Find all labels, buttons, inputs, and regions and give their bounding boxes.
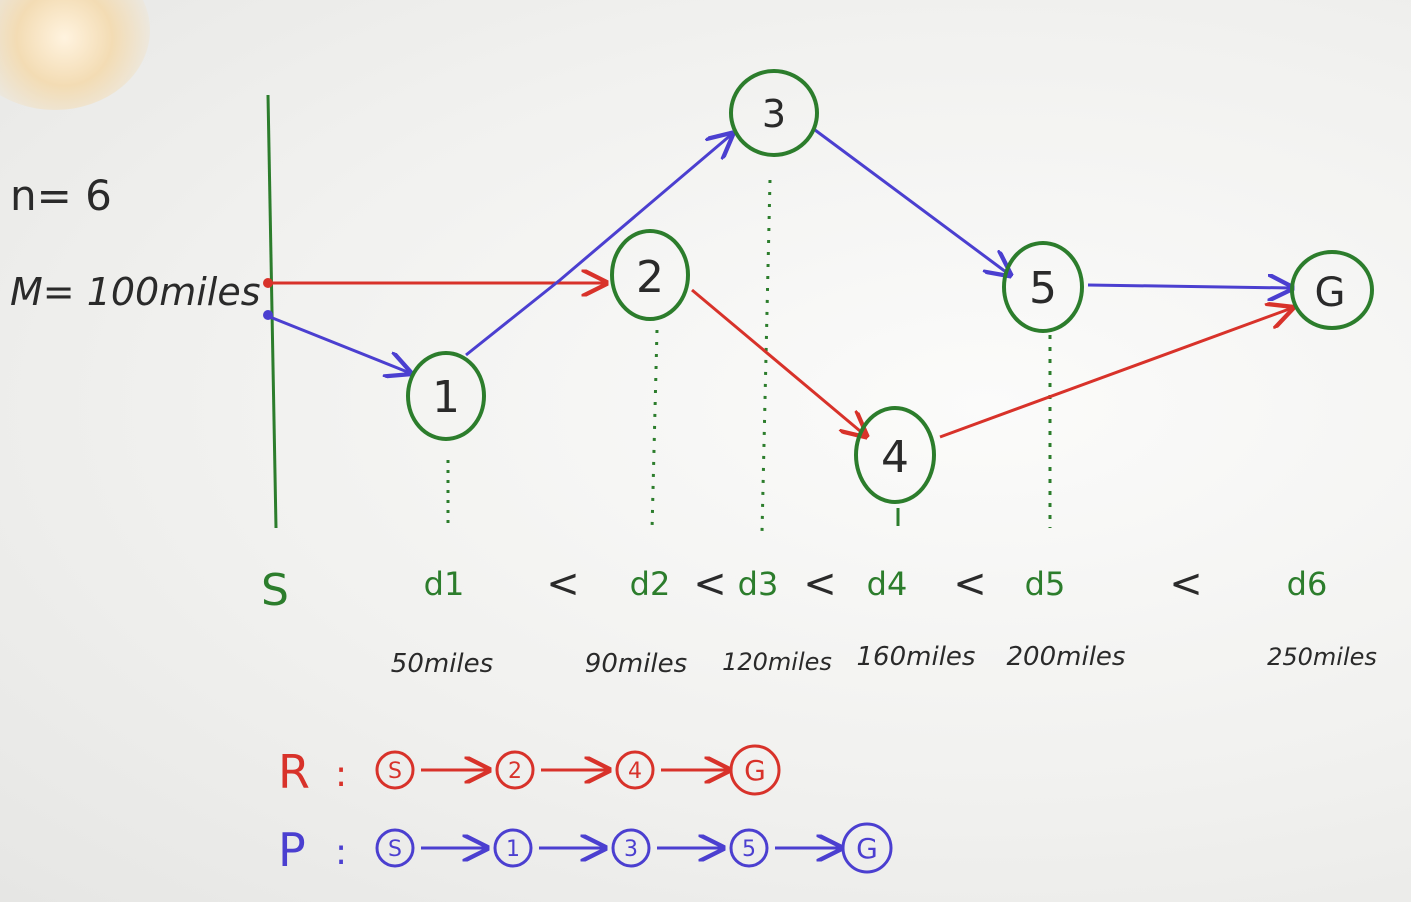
- d6-label: d6: [1287, 565, 1328, 603]
- lt-3: <: [803, 561, 837, 607]
- node-1-label: 1: [432, 372, 460, 423]
- route-p-name: P: [278, 823, 306, 877]
- start-label: S: [261, 565, 289, 616]
- distance-6: 250miles: [1267, 643, 1377, 671]
- route-p-separator: :: [335, 832, 347, 873]
- route-p-step: G: [856, 832, 878, 865]
- route-r-step: 4: [628, 759, 642, 784]
- node-5: 5: [1002, 241, 1084, 333]
- dotted-line-2: [650, 329, 659, 531]
- distance-4: 160miles: [857, 642, 976, 672]
- route-r-name: R: [278, 745, 310, 799]
- lt-2: <: [693, 561, 727, 607]
- distance-3: 120miles: [722, 648, 832, 676]
- node-g: G: [1290, 250, 1374, 330]
- route-p-step-circle: [841, 822, 893, 874]
- edge-1-3: [465, 134, 732, 357]
- lt-5: <: [1169, 561, 1203, 607]
- route-r-step-circle: [729, 744, 781, 796]
- route-p-step: 3: [624, 837, 638, 862]
- route-r-step-circle: [495, 750, 535, 790]
- edge-4-g: [939, 308, 1292, 439]
- node-2: 2: [610, 229, 690, 321]
- distance-5: 200miles: [1007, 642, 1126, 672]
- route-p-step: 1: [506, 837, 520, 862]
- d5-label: d5: [1025, 565, 1066, 603]
- start-line: [266, 94, 278, 529]
- n-label: n= 6: [10, 171, 112, 220]
- node-2-label: 2: [636, 252, 664, 303]
- node-4-label: 4: [881, 432, 909, 483]
- route-r-step-circle: [375, 750, 415, 790]
- node-3-label: 3: [762, 92, 786, 136]
- node-g-label: G: [1315, 270, 1346, 316]
- route-p-step-circle: [375, 828, 415, 868]
- route-r-step: S: [388, 759, 402, 784]
- edge-3-5: [814, 128, 1010, 275]
- edge-2-4: [691, 288, 866, 436]
- node-4: 4: [854, 406, 936, 504]
- lt-1: <: [546, 561, 580, 607]
- d4-label: d4: [867, 565, 908, 603]
- edge-5-g: [1087, 285, 1292, 288]
- m-label: M= 100miles: [10, 270, 261, 314]
- d2-label: d2: [630, 565, 671, 603]
- route-p-step-circle: [493, 828, 533, 868]
- d3-label: d3: [738, 565, 779, 603]
- node-3: 3: [729, 69, 819, 157]
- route-r-separator: :: [335, 754, 347, 795]
- route-r-step: G: [744, 754, 766, 787]
- node-5-label: 5: [1029, 263, 1057, 314]
- route-p-step: S: [388, 837, 402, 862]
- distance-1: 50miles: [391, 649, 493, 679]
- route-r-step: 2: [508, 759, 522, 784]
- start-point-red: [263, 278, 273, 288]
- route-r-step-circle: [615, 750, 655, 790]
- route-p-step-circle: [729, 828, 769, 868]
- distance-2: 90miles: [585, 649, 687, 679]
- route-p-step: 5: [742, 837, 756, 862]
- d1-label: d1: [424, 565, 465, 603]
- edge-s-1: [269, 315, 410, 373]
- route-p-step-circle: [611, 828, 651, 868]
- routes-legend: R: S 2 4 G P: S 1 3 5 G: [278, 744, 893, 877]
- lt-4: <: [953, 561, 987, 607]
- node-1: 1: [406, 351, 486, 441]
